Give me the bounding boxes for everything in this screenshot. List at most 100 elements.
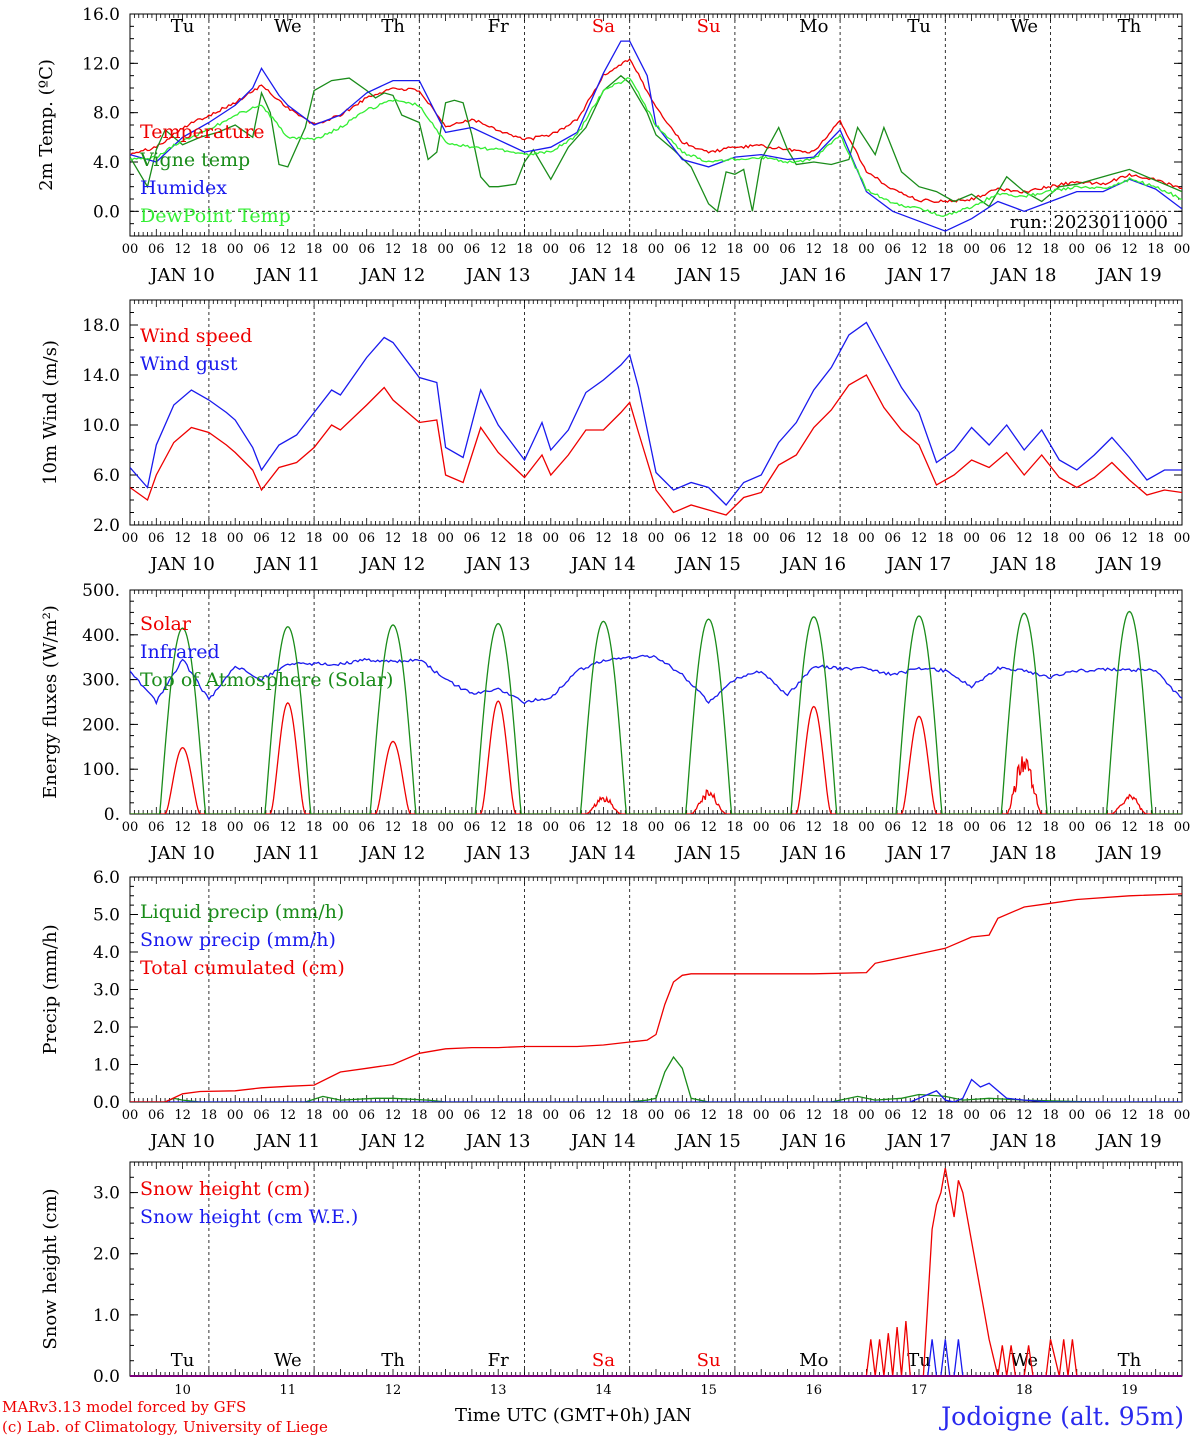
day-label: JAN 17	[885, 554, 952, 575]
hour-tick-label: 06	[569, 1108, 586, 1123]
hour-tick-label: 00	[437, 242, 454, 257]
panel-1: 0.0 4.0 8.0 12.0 16.0 2m Temp. (ºC) 00 06 12 18 00…	[36, 5, 1190, 286]
hour-tick-label: 06	[358, 531, 375, 546]
hour-tick-label: 12	[911, 531, 928, 546]
hour-tick-label: 12	[1016, 1108, 1033, 1123]
day-label: JAN 17	[885, 843, 952, 864]
day-number-label: 19	[1121, 1383, 1138, 1398]
hour-tick-label: 00	[753, 820, 770, 835]
day-number-label: 12	[385, 1383, 402, 1398]
y-axis-label: 2m Temp. (ºC)	[36, 59, 57, 191]
legend-entry: Top of Atmosphere (Solar)	[140, 669, 393, 691]
hour-tick-label: 18	[621, 531, 638, 546]
panel-2: 2.0 6.0 10.0 14.0 18.0 10m Wind (m/s) 00 06 12 18…	[40, 299, 1190, 575]
y-tick-label: 16.0	[82, 5, 120, 25]
hour-tick-label: 18	[832, 531, 849, 546]
y-tick-label: 400.	[82, 626, 120, 646]
day-label: JAN 10	[148, 265, 215, 286]
hour-tick-label: 00	[858, 242, 875, 257]
hour-tick-label: 00	[858, 531, 875, 546]
day-label: JAN 10	[148, 843, 215, 864]
hour-tick-label: 00	[332, 242, 349, 257]
hour-tick-label: 18	[516, 1108, 533, 1123]
time-axis-label: Time UTC (GMT+0h) JAN	[455, 1405, 692, 1426]
panel-4: 0.0 1.0 2.0 3.0 4.0 5.0 6.0 Precip (mm/h) 00 06 12…	[40, 868, 1190, 1152]
plot-frame	[129, 589, 1183, 815]
meteogram: 0.0 4.0 8.0 12.0 16.0 2m Temp. (ºC) 00 06 12 18 00…	[36, 5, 1190, 1398]
weekday-label: We	[1010, 16, 1038, 37]
hour-tick-label: 18	[621, 242, 638, 257]
hour-tick-label: 00	[332, 1108, 349, 1123]
hour-tick-label: 12	[911, 820, 928, 835]
y-tick-label: 8.0	[93, 104, 120, 124]
y-tick-label: 6.0	[93, 466, 120, 486]
hour-tick-label: 00	[543, 531, 560, 546]
series-line-snow-height-cm-	[130, 1167, 1182, 1376]
hour-tick-label: 06	[569, 820, 586, 835]
weekday-label: Sa	[592, 1350, 615, 1371]
x-ticks	[129, 877, 1183, 1102]
day-label: JAN 16	[780, 843, 847, 864]
hour-tick-label: 06	[990, 242, 1007, 257]
day-label: JAN 19	[1095, 554, 1162, 575]
hour-tick-label: 06	[674, 531, 691, 546]
day-label: JAN 11	[254, 554, 321, 575]
day-label: JAN 14	[569, 1131, 636, 1152]
hour-tick-label: 18	[516, 820, 533, 835]
hour-tick-label: 06	[253, 820, 270, 835]
day-label: JAN 14	[569, 843, 636, 864]
hour-tick-label: 18	[516, 531, 533, 546]
day-label: JAN 12	[359, 554, 426, 575]
hour-tick-label: 06	[148, 531, 165, 546]
series-line-solar	[130, 700, 1182, 814]
day-label: JAN 12	[359, 265, 426, 286]
hour-tick-label: 18	[1042, 1108, 1059, 1123]
hour-tick-label: 00	[543, 1108, 560, 1123]
day-label: JAN 19	[1095, 843, 1162, 864]
hour-tick-label: 06	[464, 1108, 481, 1123]
plot-frame	[129, 299, 1183, 526]
weekday-label: Fr	[488, 1350, 509, 1371]
weekday-label: Su	[697, 1350, 721, 1371]
hour-tick-label: 06	[884, 531, 901, 546]
y-axis-label: 10m Wind (m/s)	[40, 340, 61, 485]
hour-tick-label: 12	[1016, 820, 1033, 835]
y-tick-label: 100.	[82, 760, 120, 780]
day-label: JAN 15	[674, 265, 741, 286]
day-label: JAN 12	[359, 1131, 426, 1152]
hour-tick-label: 00	[227, 820, 244, 835]
day-label: JAN 11	[254, 1131, 321, 1152]
hour-tick-label: 18	[306, 531, 323, 546]
y-tick-label: 6.0	[93, 868, 120, 888]
hour-tick-label: 06	[990, 820, 1007, 835]
hour-tick-label: 18	[411, 531, 428, 546]
y-tick-label: 0.0	[93, 1367, 120, 1387]
day-label: JAN 16	[780, 554, 847, 575]
hour-tick-label: 12	[911, 242, 928, 257]
y-tick-label: 0.0	[93, 202, 120, 222]
y-tick-label: 14.0	[82, 366, 120, 386]
series-line-wind-gust	[130, 321, 1182, 506]
hour-tick-label: 18	[1042, 531, 1059, 546]
hour-tick-label: 00	[227, 242, 244, 257]
day-label: JAN 10	[148, 1131, 215, 1152]
hour-tick-label: 06	[253, 1108, 270, 1123]
y-tick-label: 200.	[82, 715, 120, 735]
series-group	[130, 610, 1182, 814]
y-tick-label: 1.0	[93, 1056, 120, 1076]
hour-tick-label: 06	[779, 1108, 796, 1123]
hour-tick-label: 06	[253, 531, 270, 546]
y-tick-label: 3.0	[93, 981, 120, 1001]
day-label: JAN 14	[569, 554, 636, 575]
hour-tick-label: 18	[832, 820, 849, 835]
hour-tick-label: 00	[122, 1108, 139, 1123]
hour-tick-label: 18	[411, 820, 428, 835]
hour-tick-label: 12	[385, 531, 402, 546]
hour-tick-label: 12	[385, 820, 402, 835]
hour-tick-label: 18	[306, 242, 323, 257]
hour-tick-label: 12	[595, 531, 612, 546]
hour-tick-label: 00	[963, 531, 980, 546]
day-label: JAN 15	[674, 1131, 741, 1152]
hour-tick-label: 18	[937, 242, 954, 257]
hour-tick-label: 12	[1121, 531, 1138, 546]
